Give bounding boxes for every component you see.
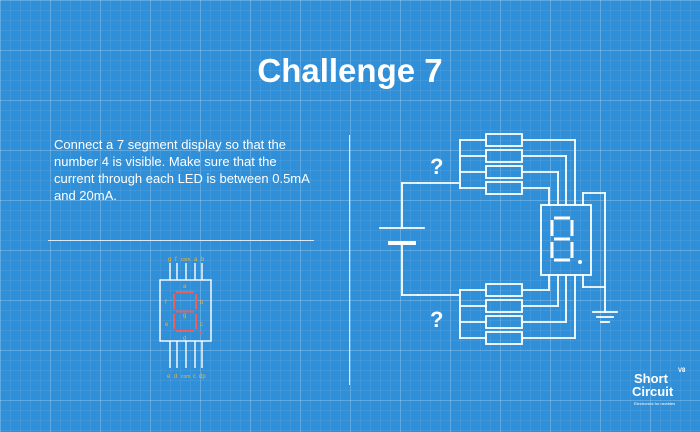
- battery-symbol: [380, 183, 424, 295]
- schematic-digit: [552, 218, 572, 260]
- short-circuit-logo: Short V8 Circuit Electronics for newbies: [628, 368, 690, 416]
- unknown-component-bottom: ?: [430, 307, 443, 332]
- schematic-decimal-point: [578, 260, 582, 264]
- logo-version: V8: [678, 368, 685, 374]
- logo-tagline: Electronics for newbies: [634, 401, 675, 406]
- ground-symbol: [593, 193, 617, 322]
- logo-line2: Circuit: [632, 384, 673, 399]
- unknown-component-top: ?: [430, 154, 443, 179]
